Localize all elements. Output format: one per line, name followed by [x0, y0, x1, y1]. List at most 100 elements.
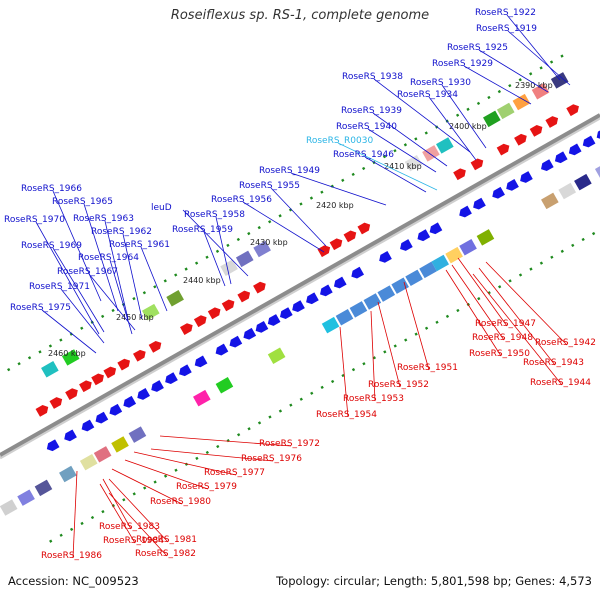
reverse-gene-arrow-shape: [453, 168, 466, 181]
forward-gene-label-leader: [242, 201, 325, 253]
forward-feature-box-shape: [321, 316, 340, 334]
forward-gene-arrow: [137, 388, 150, 400]
reverse-gene-arrow-shape: [49, 397, 63, 409]
forward-gene-label-leader: [372, 112, 448, 167]
tick-dot-inner: [518, 78, 522, 82]
forward-feature-box: [93, 446, 112, 463]
reverse-gene-arrow-shape: [193, 315, 207, 328]
forward-gene-label-leader: [52, 247, 105, 333]
tick-dot-inner: [69, 332, 73, 336]
accession-text: Accession: NC_009523: [8, 574, 139, 588]
tick-dot-inner: [7, 367, 11, 372]
forward-gene-arrow: [506, 179, 519, 191]
forward-gene-arrow-shape: [351, 266, 365, 279]
tick-dot-inner: [351, 172, 355, 177]
forward-gene-label-leader: [507, 30, 571, 86]
tick-dot-inner: [153, 285, 157, 289]
forward-feature-box: [215, 377, 234, 394]
tick-dot-inner: [278, 214, 282, 218]
reverse-gene-arrow: [566, 104, 579, 117]
tick-dot-inner: [184, 267, 188, 271]
forward-gene-label-leader: [122, 233, 143, 320]
forward-gene-arrow-shape: [417, 229, 431, 242]
reverse-gene-label: RoseRS_1983: [99, 522, 160, 532]
forward-feature-box: [128, 426, 147, 443]
tick-dot-inner: [299, 202, 303, 206]
tick-dot-inner: [226, 243, 230, 248]
reverse-feature-box-shape: [496, 102, 515, 120]
reverse-gene-label-leader: [111, 468, 183, 505]
tick-dot-outer: [205, 450, 209, 455]
reverse-gene-arrow: [79, 380, 92, 393]
forward-gene-label-leader: [373, 78, 471, 153]
forward-gene-label-leader: [270, 187, 327, 247]
reverse-gene-arrow: [496, 143, 510, 156]
tick-dot-inner: [508, 84, 512, 88]
forward-gene-arrow: [492, 186, 505, 199]
reverse-gene-arrow: [253, 281, 266, 294]
forward-gene-label-leader: [140, 246, 168, 312]
forward-gene-arrow-shape: [267, 314, 281, 326]
tick-dot-inner: [320, 190, 324, 194]
forward-gene-label: RoseRS_1946: [333, 150, 394, 160]
tick-dot-inner: [539, 66, 543, 70]
tick-dot-outer: [330, 379, 335, 384]
reverse-gene-label: RoseRS_1981: [136, 535, 197, 545]
map-title: Roseiflexus sp. RS-1, complete genome: [170, 8, 430, 23]
reverse-gene-arrow: [545, 116, 559, 128]
reverse-gene-label-leader: [108, 478, 169, 543]
forward-feature-box: [0, 499, 18, 516]
forward-gene-arrow: [568, 143, 582, 156]
tick-dot-outer: [174, 468, 178, 472]
forward-gene-arrow: [64, 429, 77, 442]
tick-dot-outer: [571, 243, 575, 248]
reverse-feature-box-shape: [436, 137, 454, 154]
forward-feature-box-shape: [419, 261, 437, 279]
forward-gene-arrow: [229, 335, 243, 348]
tick-dot-inner: [142, 291, 147, 295]
forward-gene-arrow: [333, 276, 347, 289]
forward-gene-label: RoseRS_1934: [397, 90, 458, 100]
feature-tracks: [0, 54, 600, 543]
forward-gene-label: RoseRS_1958: [184, 210, 245, 220]
reverse-gene-label-leader: [99, 483, 136, 544]
forward-gene-label-leader: [215, 216, 232, 285]
reverse-gene-arrow-shape: [221, 299, 235, 312]
reverse-gene-arrow: [35, 405, 49, 417]
forward-gene-label-leader: [83, 203, 119, 312]
forward-gene-label-leader: [60, 288, 105, 344]
reverse-gene-label-leader: [377, 301, 401, 388]
reverse-gene-arrow: [329, 238, 343, 251]
forward-feature-box: [574, 173, 592, 191]
forward-gene-label-leader: [506, 14, 561, 81]
tick-dot-outer: [456, 308, 460, 313]
forward-gene-arrow: [243, 327, 257, 340]
forward-gene-arrow-shape: [541, 159, 554, 172]
forward-gene-arrow-shape: [506, 179, 519, 191]
forward-feature-box-shape: [431, 254, 450, 272]
forward-feature-box-shape: [267, 347, 286, 364]
tick-dot-outer: [195, 456, 199, 461]
genome-backbone: [0, 113, 600, 460]
reverse-gene-arrow: [317, 245, 331, 258]
tick-dot-inner: [194, 261, 199, 265]
forward-gene-arrow: [95, 411, 109, 424]
tick-dot-inner: [529, 72, 533, 76]
reverse-gene-arrow: [133, 349, 146, 362]
reverse-gene-label-leader: [472, 273, 563, 386]
reverse-gene-label-leader: [102, 478, 132, 530]
tick-dot-outer: [132, 492, 136, 496]
forward-gene-arrow-shape: [165, 372, 178, 385]
forward-gene-arrow-shape: [400, 239, 413, 251]
forward-gene-label-leader: [52, 190, 102, 302]
tick-dot-outer: [257, 421, 262, 425]
reverse-gene-label-leader: [72, 470, 78, 559]
tick-dot-inner: [393, 149, 397, 153]
forward-gene-label-leader: [364, 156, 427, 193]
reverse-gene-arrow-shape: [343, 230, 357, 243]
tick-dot-outer: [320, 385, 324, 390]
forward-gene-label: RoseRS_1929: [432, 59, 493, 69]
reverse-gene-arrow-shape: [103, 366, 117, 379]
forward-gene-label: RoseRS_1959: [172, 225, 233, 235]
forward-gene-arrow: [109, 403, 123, 416]
